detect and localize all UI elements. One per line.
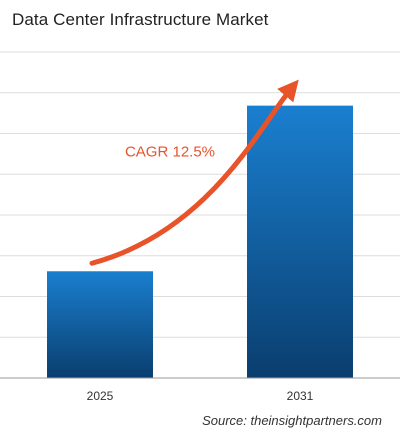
x-tick-label: 2031 — [287, 389, 314, 403]
bar-2025 — [47, 271, 153, 378]
chart-title: Data Center Infrastructure Market — [12, 10, 269, 29]
cagr-arrow — [89, 79, 299, 266]
bar-2031 — [247, 105, 353, 378]
x-tick-label: 2025 — [87, 389, 114, 403]
x-tick-labels: 2025 2031 — [87, 389, 314, 403]
bars — [47, 105, 353, 378]
cagr-label: CAGR 12.5% — [125, 143, 215, 160]
source-note: Source: theinsightpartners.com — [202, 413, 382, 428]
